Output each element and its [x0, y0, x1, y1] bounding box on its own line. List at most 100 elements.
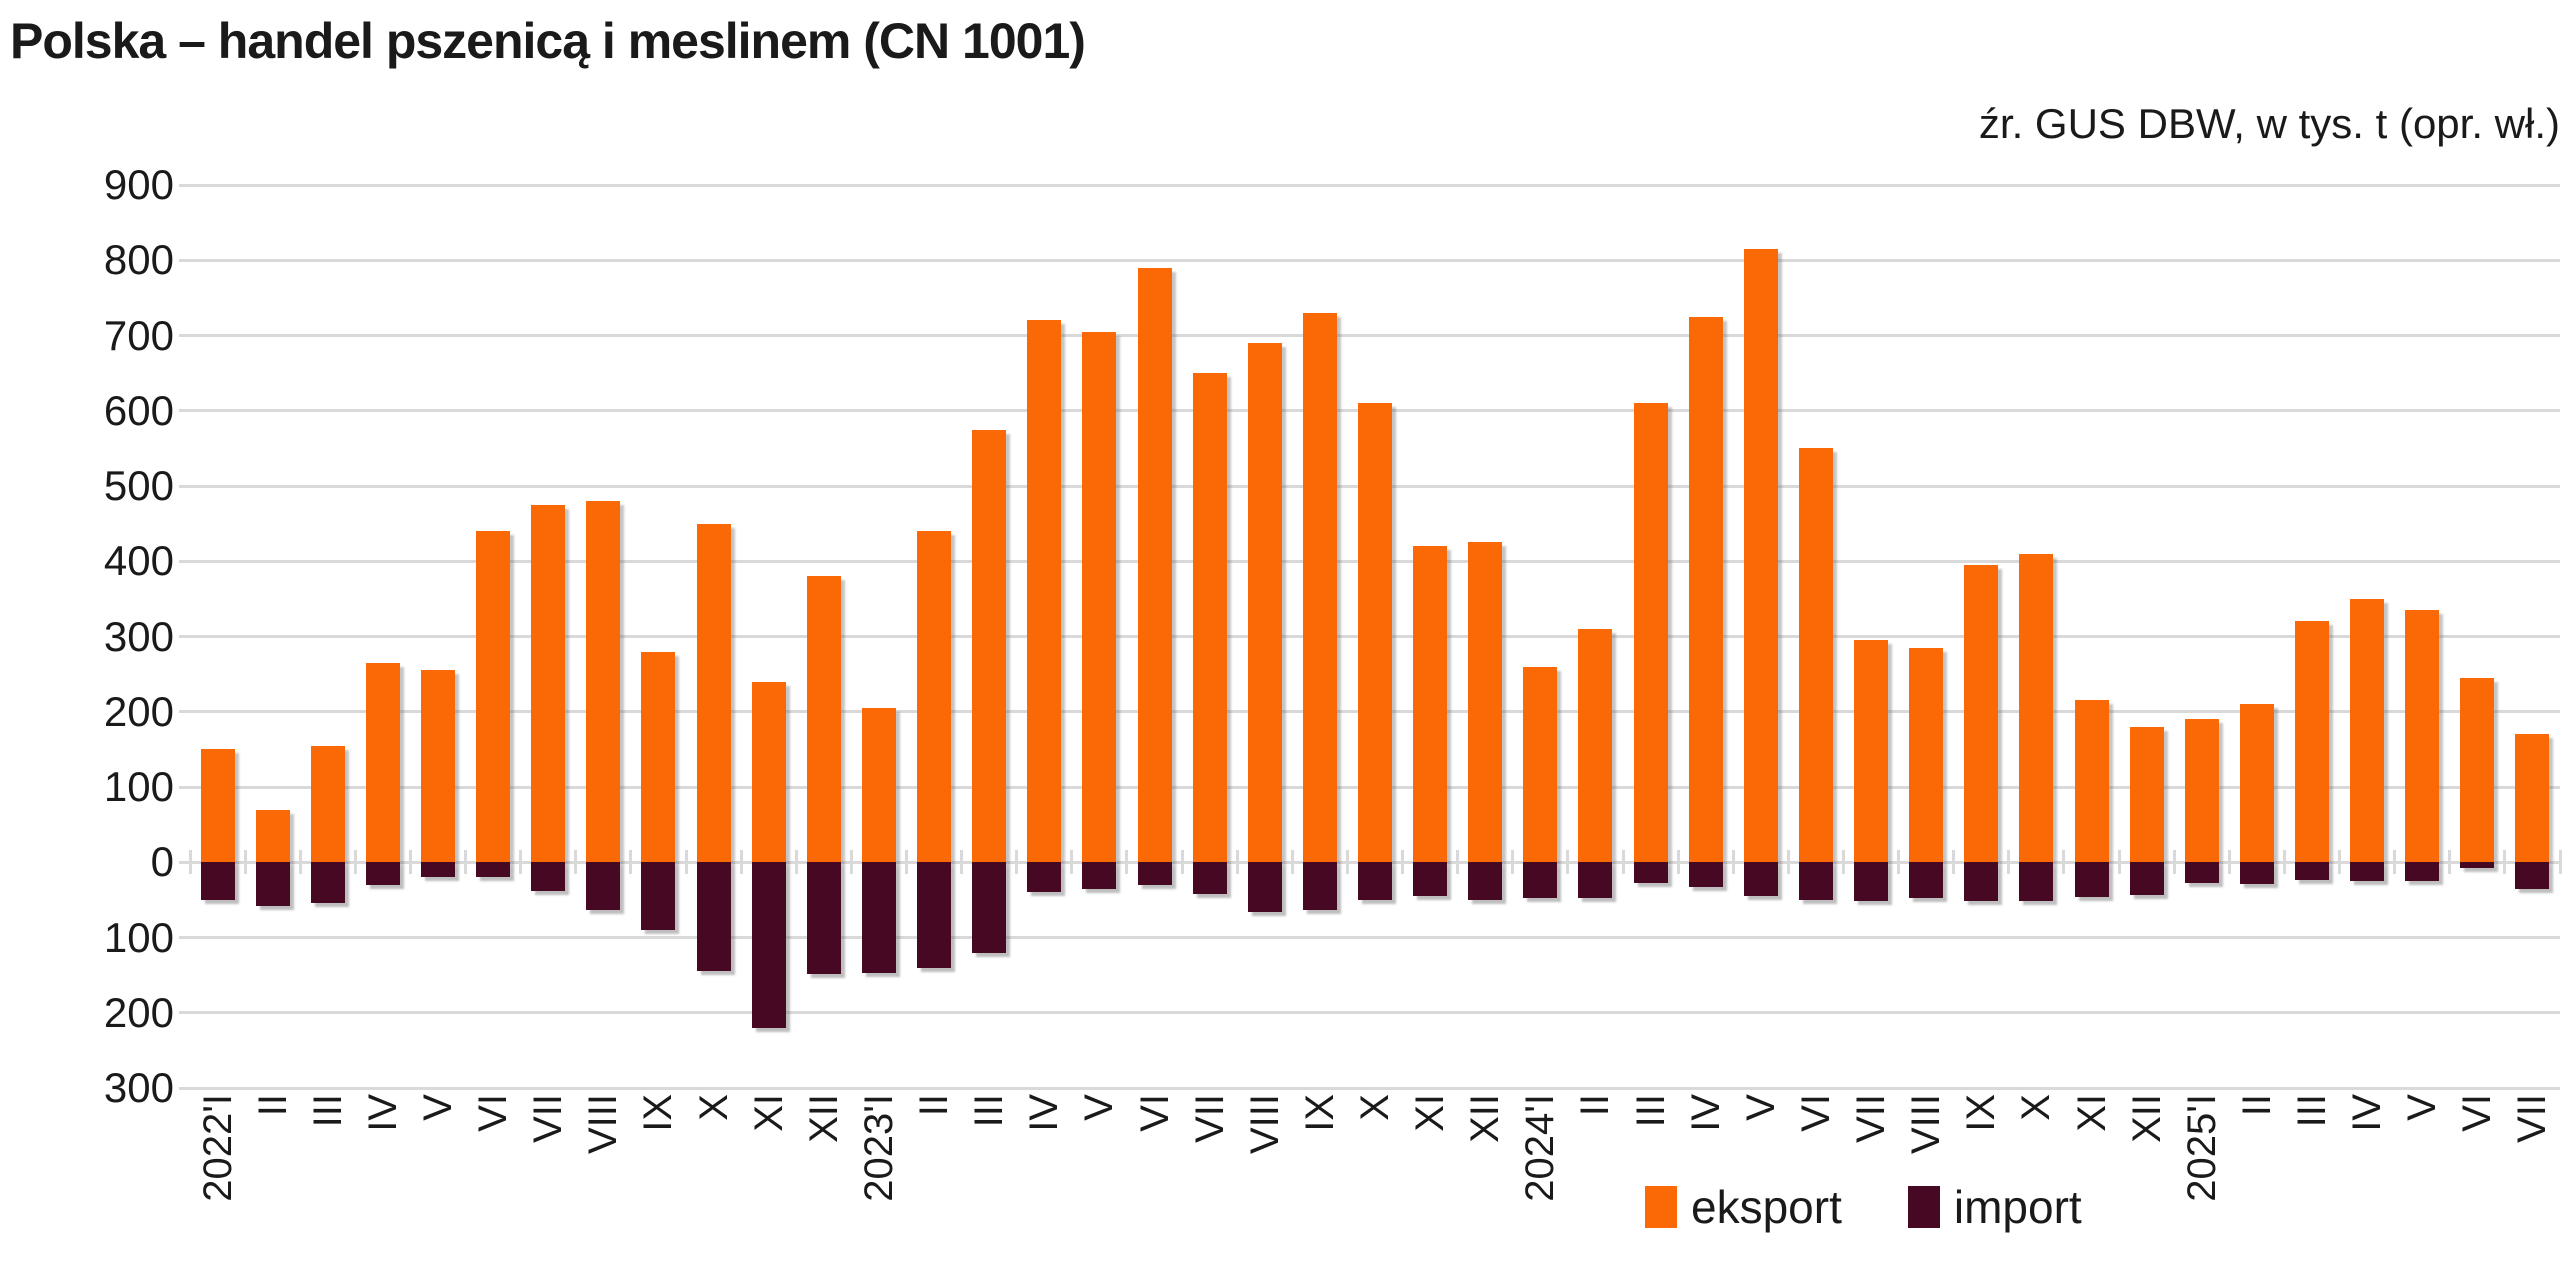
- x-axis-label: VII: [526, 1094, 571, 1143]
- export-bar: [2460, 677, 2495, 863]
- x-axis-label: XI: [1408, 1094, 1453, 1132]
- import-bar: [1854, 862, 1889, 901]
- x-axis-label: XII: [2124, 1094, 2169, 1143]
- export-bar: [1964, 565, 1999, 863]
- x-axis-tick: [1401, 850, 1405, 875]
- export-bar: [1909, 647, 1944, 863]
- export-bar: [1358, 403, 1392, 863]
- x-axis-tick: [2227, 850, 2231, 875]
- x-axis-tick: [1731, 850, 1735, 875]
- export-bar: [696, 523, 731, 863]
- export-bar: [586, 501, 621, 863]
- legend-item-import: import: [1907, 1180, 2082, 1234]
- export-bar: [476, 531, 511, 863]
- import-bar: [1633, 862, 1668, 884]
- x-axis-tick: [2448, 850, 2452, 875]
- import-bar: [1247, 862, 1282, 912]
- x-axis-label: VIII: [1242, 1094, 1287, 1155]
- gridline: [179, 936, 2560, 939]
- x-axis-tick: [1290, 850, 1294, 875]
- x-axis-tick: [1676, 850, 1680, 875]
- import-bar: [972, 862, 1007, 953]
- x-axis-label: III: [2289, 1094, 2334, 1128]
- y-axis-label: 200: [103, 988, 174, 1036]
- import-bar: [2460, 862, 2495, 869]
- export-bar: [2239, 704, 2274, 863]
- import-bar: [1137, 862, 1172, 885]
- import-bar: [476, 862, 511, 878]
- export-bar: [641, 651, 676, 863]
- export-bar: [806, 576, 841, 863]
- export-bar: [2019, 553, 2054, 863]
- import-bar: [1468, 862, 1503, 900]
- x-axis-tick: [1897, 850, 1901, 875]
- import-bar: [2405, 862, 2440, 882]
- x-axis-tick: [629, 850, 633, 875]
- export-bar: [2515, 734, 2550, 863]
- export-bar: [1688, 316, 1723, 863]
- x-axis-tick: [905, 850, 908, 875]
- x-axis-label: II: [2234, 1094, 2279, 1117]
- y-axis-label: 500: [103, 462, 174, 509]
- x-axis-tick: [1180, 850, 1184, 875]
- export-bar: [1798, 448, 1833, 863]
- x-axis-label: II: [250, 1094, 295, 1117]
- x-axis-tick: [2172, 850, 2176, 875]
- x-axis-tick: [2007, 850, 2011, 875]
- x-axis-tick: [1511, 850, 1515, 875]
- export-bar: [421, 670, 456, 863]
- import-swatch: [1907, 1186, 1940, 1228]
- import-bar: [1798, 862, 1833, 900]
- export-bar: [917, 531, 952, 863]
- x-axis-tick: [298, 850, 302, 875]
- x-axis-label: II: [912, 1094, 957, 1117]
- y-axis-label: 900: [103, 161, 174, 208]
- x-axis-tick: [684, 850, 688, 875]
- x-axis-label: 2022'I: [195, 1094, 240, 1202]
- x-axis-label: IV: [2345, 1094, 2390, 1132]
- import-bar: [2019, 862, 2054, 902]
- x-axis-label: VII: [1849, 1094, 1894, 1143]
- x-axis-tick: [1125, 850, 1129, 875]
- y-axis-label: 200: [103, 687, 174, 735]
- x-axis-label: IX: [1959, 1094, 2004, 1132]
- x-axis-label: VI: [471, 1094, 516, 1132]
- x-axis-tick: [519, 850, 523, 875]
- export-bar: [365, 662, 400, 863]
- x-axis-label: II: [1573, 1094, 1618, 1117]
- x-axis-tick: [849, 850, 853, 875]
- x-axis-label: XII: [1463, 1094, 1508, 1143]
- y-axis-label: 400: [103, 537, 174, 585]
- import-bar: [531, 862, 566, 891]
- import-bar: [861, 862, 896, 973]
- x-axis-label: VIII: [1904, 1094, 1949, 1155]
- x-axis-label: X: [691, 1094, 736, 1121]
- x-axis-tick: [1841, 850, 1845, 875]
- y-axis-label: 300: [103, 612, 174, 660]
- export-bar: [2405, 610, 2440, 863]
- export-bar: [1523, 666, 1558, 863]
- import-bar: [365, 862, 400, 885]
- y-axis-label: 300: [103, 1064, 174, 1111]
- x-axis-tick: [1070, 850, 1074, 875]
- import-bar: [2350, 862, 2385, 882]
- x-axis-label: VI: [1793, 1094, 1838, 1132]
- export-bar: [1468, 542, 1503, 863]
- import-bar: [1523, 862, 1558, 898]
- gridline: [179, 334, 2560, 337]
- import-bar: [917, 862, 952, 968]
- export-bar: [310, 745, 345, 863]
- x-axis-label: 2025'I: [2179, 1094, 2224, 1202]
- export-bar: [2129, 726, 2164, 863]
- import-bar: [421, 862, 456, 878]
- export-bar: [1578, 628, 1613, 863]
- import-bar: [1964, 862, 1999, 902]
- export-bar: [1743, 248, 1778, 863]
- x-axis-tick: [1015, 850, 1019, 875]
- source-note: źr. GUS DBW, w tys. t (opr. wł.): [1978, 100, 2560, 147]
- export-bar: [1413, 546, 1448, 863]
- export-bar: [2294, 621, 2329, 863]
- x-axis-label: VI: [1132, 1094, 1177, 1132]
- import-bar: [1192, 862, 1227, 894]
